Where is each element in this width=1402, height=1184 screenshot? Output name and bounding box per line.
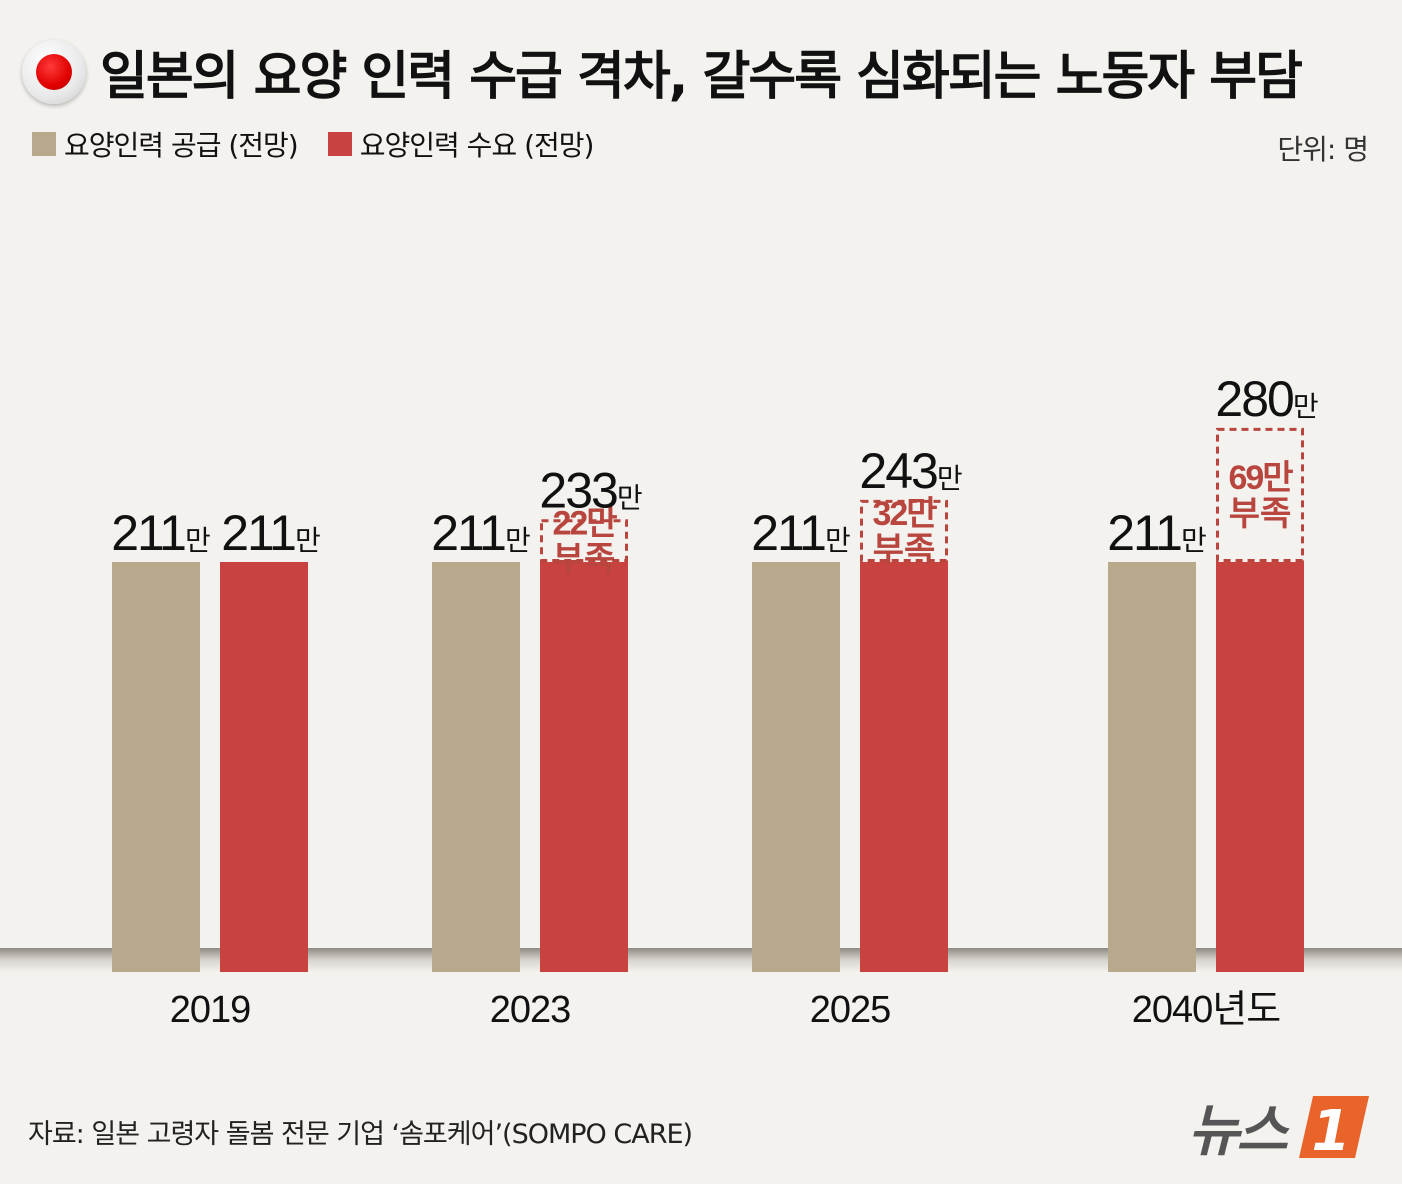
gap-text-3: 부족 — [1229, 495, 1292, 533]
bar-supply-3 — [1108, 562, 1196, 972]
value-label-supply-2: 211만 — [751, 505, 850, 561]
gap-box-1 — [540, 519, 628, 562]
japan-flag-icon — [22, 39, 86, 104]
unit-label: 단위: 명 — [1277, 133, 1369, 166]
page-title: 일본의 요양 인력 수급 격차, 갈수록 심화되는 노동자 부담 — [100, 47, 1303, 107]
value-label-demand-1: 233만 — [539, 462, 641, 518]
gap-text-2: 부족 — [873, 531, 936, 569]
bar-demand-1 — [540, 562, 628, 972]
bar-supply-1 — [432, 562, 520, 972]
value-label-demand-3: 280만 — [1215, 371, 1317, 427]
value-label-supply-0: 211만 — [111, 505, 210, 561]
value-label-supply-3: 211만 — [1107, 505, 1206, 561]
bar-demand-2 — [860, 562, 948, 972]
category-label-3: 2040년도 — [1132, 989, 1280, 1031]
gap-value-3: 69만 — [1228, 459, 1293, 497]
legend-item-supply: 요양인력 공급 (전망) — [32, 124, 299, 164]
category-label-2: 2025 — [810, 989, 891, 1031]
gap-text-1: 부족 — [553, 541, 616, 579]
bar-demand-3 — [1216, 562, 1304, 972]
logo-text: 뉴스 — [1188, 1099, 1288, 1164]
category-label-1: 2023 — [490, 989, 571, 1031]
value-label-demand-0: 211만 — [221, 505, 320, 561]
bar-supply-2 — [752, 562, 840, 972]
bar-demand-0 — [220, 562, 308, 972]
source-note: 자료: 일본 고령자 돌봄 전문 기업 ‘솜포케어’(SOMPO CARE) — [28, 1119, 693, 1150]
legend: 요양인력 공급 (전망) 요양인력 수요 (전망) — [32, 124, 623, 164]
gap-box-3 — [1216, 427, 1304, 562]
value-label-demand-2: 243만 — [859, 443, 961, 499]
title-row: 일본의 요양 인력 수급 격차, 갈수록 심화되는 노동자 부담 — [22, 34, 1303, 109]
gap-value-2: 32만 — [872, 495, 937, 533]
category-label-0: 2019 — [170, 989, 251, 1031]
legend-swatch-demand — [327, 132, 352, 156]
bar-supply-0 — [112, 562, 200, 972]
logo-mark-icon: 1 — [1299, 1095, 1370, 1162]
value-label-supply-1: 211만 — [431, 505, 530, 561]
gap-value-1: 22만 — [552, 505, 617, 543]
logo-mark-text: 1 — [1312, 1099, 1351, 1162]
legend-swatch-supply — [32, 132, 56, 156]
bar-chart: 211만 211만201922만부족211만233만202332만부족211만24… — [0, 371, 1402, 1031]
legend-label-demand: 요양인력 수요 (전망) — [359, 129, 595, 162]
legend-item-demand: 요양인력 수요 (전망) — [327, 124, 595, 164]
gap-box-2 — [860, 499, 948, 563]
legend-label-supply: 요양인력 공급 (전망) — [64, 129, 299, 162]
news1-logo: 뉴스 1 — [1188, 1086, 1371, 1167]
